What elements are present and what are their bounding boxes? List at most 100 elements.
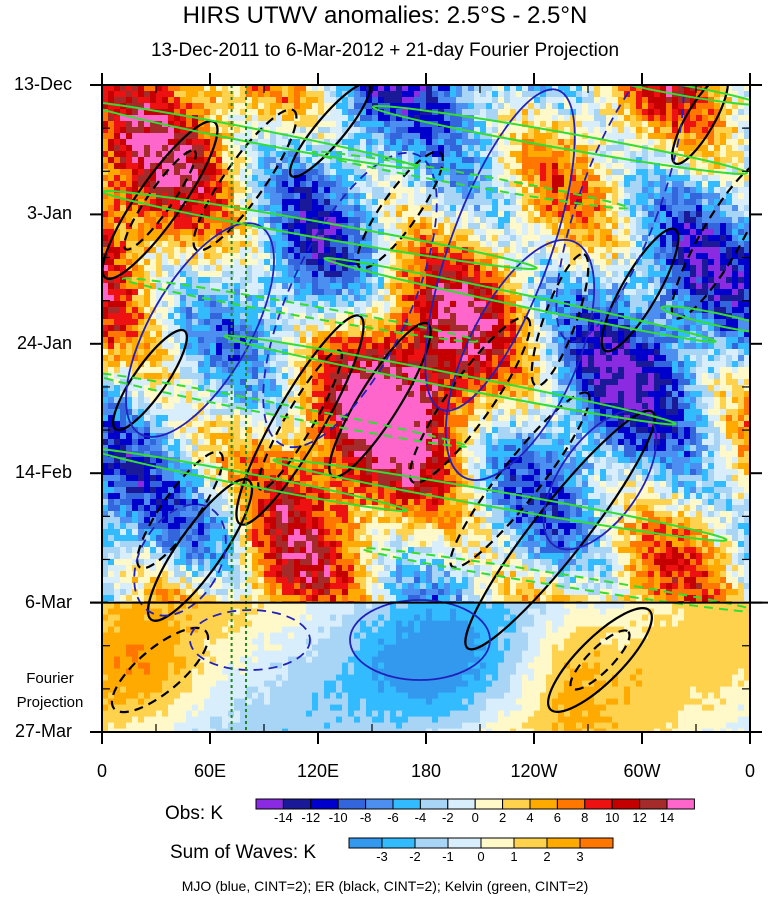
obs-cell	[258, 187, 265, 194]
obs-cell	[456, 157, 463, 164]
obs-cell	[156, 241, 163, 248]
obs-cell	[336, 235, 343, 242]
obs-cell	[582, 235, 589, 242]
obs-cell	[192, 223, 199, 230]
obs-cell	[234, 103, 241, 110]
obs-cell	[492, 157, 499, 164]
obs-cell	[282, 265, 289, 272]
obs-cell	[438, 301, 445, 308]
obs-cell	[516, 313, 523, 320]
obs-cell	[360, 85, 367, 92]
obs-cell	[294, 277, 301, 284]
obs-cell	[180, 271, 187, 278]
obs-cell	[354, 235, 361, 242]
obs-cell	[234, 211, 241, 218]
obs-cell	[300, 289, 307, 296]
obs-cell	[426, 127, 433, 134]
obs-cell	[210, 295, 217, 302]
obs-cell	[630, 175, 637, 182]
obs-cell	[708, 271, 715, 278]
obs-cell	[378, 199, 385, 206]
obs-cell	[342, 193, 349, 200]
obs-cell	[600, 97, 607, 104]
obs-cell	[570, 319, 577, 326]
obs-cell	[462, 85, 469, 92]
obs-cell	[396, 139, 403, 146]
obs-cell	[318, 355, 325, 362]
obs-cell	[396, 283, 403, 290]
obs-cell	[570, 133, 577, 140]
obs-cell	[564, 319, 571, 326]
obs-cell	[288, 343, 295, 350]
obs-cell	[654, 127, 661, 134]
obs-cell	[474, 157, 481, 164]
obs-cell	[342, 289, 349, 296]
obs-cell	[558, 223, 565, 230]
obs-cell	[306, 211, 313, 218]
obs-cell	[462, 355, 469, 362]
obs-cell	[744, 337, 750, 344]
obs-cell	[480, 289, 487, 296]
obs-cell	[198, 139, 205, 146]
obs-cell	[516, 139, 523, 146]
obs-cell	[744, 127, 750, 134]
obs-cell	[384, 199, 391, 206]
obs-cell	[744, 295, 750, 302]
obs-cell	[510, 133, 517, 140]
obs-cell	[636, 121, 643, 128]
obs-cell	[312, 277, 319, 284]
obs-cell	[648, 331, 655, 338]
obs-cell	[576, 211, 583, 218]
obs-cell	[210, 193, 217, 200]
obs-cell	[300, 205, 307, 212]
obs-cell	[432, 127, 439, 134]
obs-cell	[306, 265, 313, 272]
obs-cell	[354, 145, 361, 152]
obs-cell	[522, 271, 529, 278]
obs-cell	[276, 337, 283, 344]
obs-cell	[690, 97, 697, 104]
obs-cell	[510, 313, 517, 320]
obs-cell	[516, 151, 523, 158]
obs-cell	[144, 211, 151, 218]
obs-cell	[186, 343, 193, 350]
obs-cell	[462, 337, 469, 344]
obs-cell	[234, 91, 241, 98]
obs-cell	[282, 301, 289, 308]
obs-cell	[108, 313, 115, 320]
obs-cell	[738, 97, 745, 104]
obs-cell	[240, 229, 247, 236]
obs-cell	[510, 277, 517, 284]
obs-cell	[672, 193, 679, 200]
obs-cell	[552, 199, 559, 206]
obs-cell	[450, 121, 457, 128]
obs-cell	[618, 307, 625, 314]
obs-cell	[240, 97, 247, 104]
obs-cell	[222, 91, 229, 98]
obs-cell	[354, 277, 361, 284]
obs-cell	[426, 235, 433, 242]
obs-cell	[630, 235, 637, 242]
obs-cell	[366, 223, 373, 230]
obs-cell	[684, 97, 691, 104]
obs-cell	[468, 349, 475, 356]
obs-cell	[102, 283, 109, 290]
obs-cell	[738, 181, 745, 188]
obs-cell	[108, 121, 115, 128]
obs-cell	[102, 361, 109, 368]
obs-cell	[246, 313, 253, 320]
obs-cell	[186, 151, 193, 158]
obs-cell	[336, 301, 343, 308]
obs-cell	[372, 331, 379, 338]
obs-cell	[480, 145, 487, 152]
obs-cell	[132, 151, 139, 158]
obs-cell	[150, 115, 157, 122]
obs-cell	[204, 139, 211, 146]
obs-cell	[186, 241, 193, 248]
obs-cell	[546, 145, 553, 152]
obs-cell	[492, 235, 499, 242]
obs-cell	[432, 331, 439, 338]
obs-cell	[600, 109, 607, 116]
obs-cell	[132, 169, 139, 176]
obs-cell	[198, 343, 205, 350]
